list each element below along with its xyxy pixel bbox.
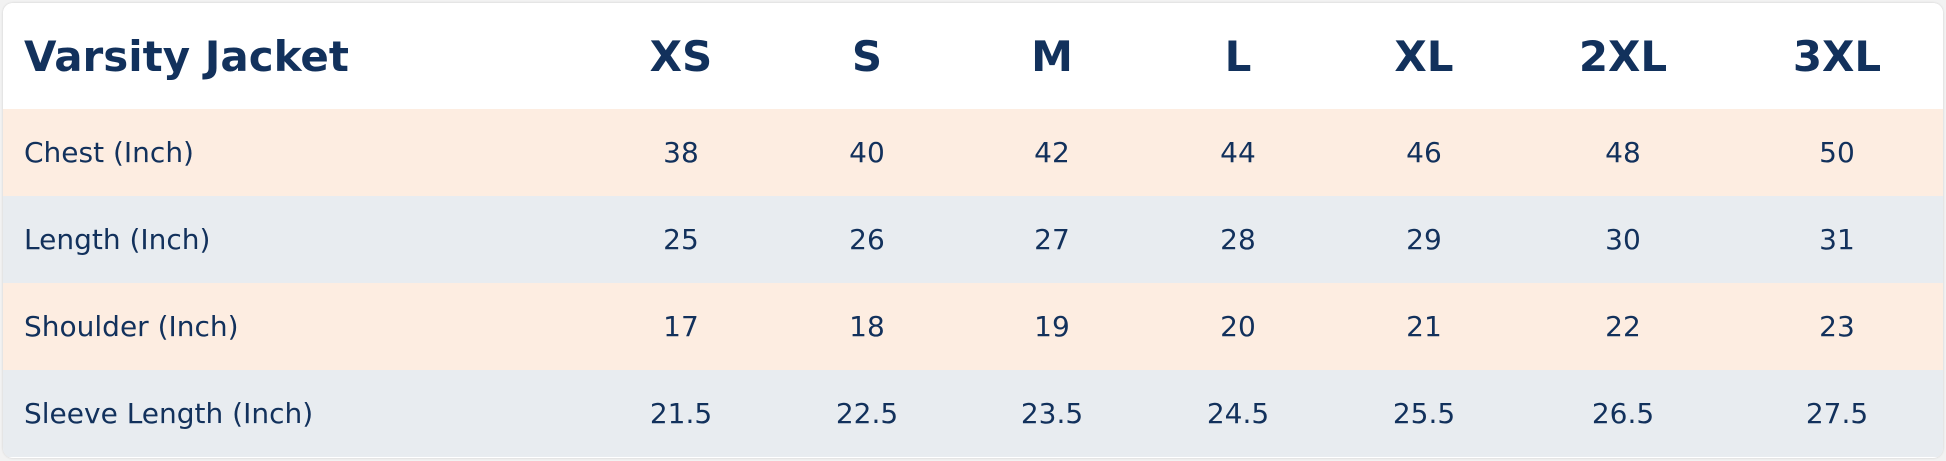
cell: 25 — [663, 223, 699, 256]
cell: S — [851, 31, 883, 81]
row-label: Length (Inch) — [24, 223, 211, 256]
cell: 30 — [1605, 223, 1641, 256]
size-table: Varsity Jacket XS S M L XL 2XL 3XL Chest (Inch) 3… — [3, 3, 1943, 458]
cell: 20 — [1220, 310, 1256, 343]
cell: XS — [649, 31, 713, 81]
cell: 23 — [1819, 310, 1855, 343]
cell: 46 — [1406, 136, 1442, 169]
cell: 24.5 — [1206, 397, 1270, 430]
cell: 17 — [663, 310, 699, 343]
cell: 18 — [849, 310, 885, 343]
cell: 38 — [663, 136, 699, 169]
cell: 48 — [1605, 136, 1641, 169]
cell: 22 — [1605, 310, 1641, 343]
table-row: Chest (Inch) 38 40 42 44 46 48 50 — [3, 109, 1943, 196]
cell: 21.5 — [649, 397, 713, 430]
cell: 23.5 — [1020, 397, 1084, 430]
row-label: Varsity Jacket — [24, 31, 349, 81]
cell: 44 — [1220, 136, 1256, 169]
cell: 21 — [1406, 310, 1442, 343]
cell: 28 — [1220, 223, 1256, 256]
cell: L — [1224, 31, 1252, 81]
cell: 27.5 — [1805, 397, 1869, 430]
cell: 42 — [1034, 136, 1070, 169]
row-label: Sleeve Length (Inch) — [24, 397, 314, 430]
cell: M — [1031, 31, 1073, 81]
cell: 29 — [1406, 223, 1442, 256]
cell: 22.5 — [835, 397, 899, 430]
table-row: Sleeve Length (Inch) 21.5 22.5 23.5 24.5 25.5… — [3, 370, 1943, 457]
cell: 40 — [849, 136, 885, 169]
table-row: Length (Inch) 25 26 27 28 29 30 31 — [3, 196, 1943, 283]
cell: 3XL — [1792, 31, 1882, 81]
cell: 25.5 — [1392, 397, 1456, 430]
cell: 26.5 — [1591, 397, 1655, 430]
cell: 50 — [1819, 136, 1855, 169]
cell: 31 — [1819, 223, 1855, 256]
cell: 19 — [1034, 310, 1070, 343]
cell: 27 — [1034, 223, 1070, 256]
table-row: Shoulder (Inch) 17 18 19 20 21 22 23 — [3, 283, 1943, 370]
cell: 2XL — [1578, 31, 1668, 81]
row-label: Shoulder (Inch) — [24, 310, 239, 343]
cell: XL — [1394, 31, 1454, 81]
cell: 26 — [849, 223, 885, 256]
header-row: Varsity Jacket XS S M L XL 2XL 3XL — [3, 3, 1943, 109]
row-label: Chest (Inch) — [24, 136, 194, 169]
